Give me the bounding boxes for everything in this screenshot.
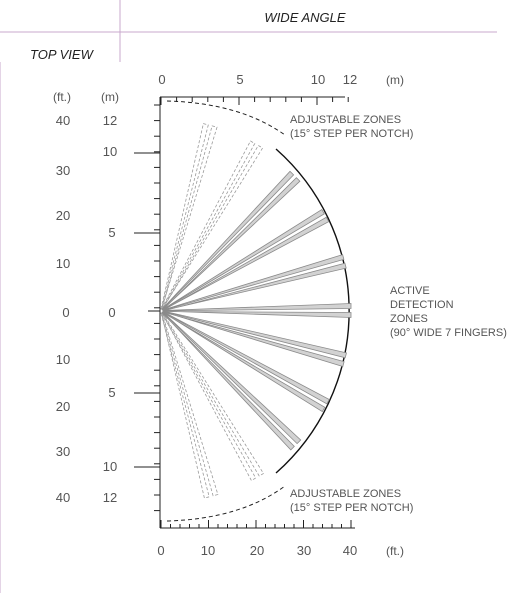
bottom-tick-0: 0 <box>157 543 164 558</box>
view-label: TOP VIEW <box>30 47 95 62</box>
left-axis: (ft.) (m) 40 30 20 10 0 10 20 30 40 12 1… <box>53 90 161 528</box>
ft-tick-20-top: 20 <box>56 208 70 223</box>
diagram-title: WIDE ANGLE <box>264 10 345 25</box>
adjustable-boundary-top <box>166 100 286 136</box>
ft-tick-40-top: 40 <box>56 113 70 128</box>
adjustable-boundary-bottom <box>166 485 286 522</box>
annotation-adjustable-bottom-line2: (15° STEP PER NOTCH) <box>290 502 413 514</box>
adjustable-finger-3-strip-1 <box>160 312 210 499</box>
active-zone-fingers <box>161 170 352 451</box>
active-finger-6-strip-0 <box>161 311 302 445</box>
annotation-adjustable-top: ADJUSTABLE ZONES (15° STEP PER NOTCH) <box>290 114 413 140</box>
active-finger-4-strip-0 <box>162 310 347 359</box>
annotation-active-line1: ACTIVE <box>390 285 430 297</box>
ft-tick-10-top: 10 <box>56 256 70 271</box>
m-tick-12-top: 12 <box>103 113 117 128</box>
bottom-tick-20: 20 <box>250 543 264 558</box>
m-tick-10-bottom: 10 <box>103 459 117 474</box>
top-tick-12: 12 <box>343 72 357 87</box>
ft-tick-10-bottom: 10 <box>56 352 70 367</box>
top-axis-unit: (m) <box>386 73 404 87</box>
annotation-adjustable-top-line2: (15° STEP PER NOTCH) <box>290 128 413 140</box>
bottom-axis: 0 10 20 30 40 (ft.) <box>157 520 404 558</box>
m-tick-0: 0 <box>108 305 115 320</box>
left-m-unit: (m) <box>101 90 119 104</box>
ft-tick-30-top: 30 <box>56 163 70 178</box>
bottom-tick-40: 40 <box>343 543 357 558</box>
top-tick-10: 10 <box>311 72 325 87</box>
annotation-active-line3: ZONES <box>390 313 428 325</box>
top-tick-5: 5 <box>236 72 243 87</box>
annotation-adjustable-bottom-line1: ADJUSTABLE ZONES <box>290 488 401 500</box>
top-axis: 0 5 10 12 (m) <box>158 72 404 105</box>
top-tick-0: 0 <box>158 72 165 87</box>
annotation-active-line4: (90° WIDE 7 FINGERS) <box>390 327 507 339</box>
m-tick-5-bottom: 5 <box>108 385 115 400</box>
annotation-adjustable-top-line1: ADJUSTABLE ZONES <box>290 114 401 126</box>
annotation-active-zones: ACTIVE DETECTION ZONES (90° WIDE 7 FINGE… <box>390 285 507 339</box>
annotation-adjustable-bottom: ADJUSTABLE ZONES (15° STEP PER NOTCH) <box>290 488 413 514</box>
left-ft-unit: (ft.) <box>53 90 71 104</box>
ft-tick-40-bottom: 40 <box>56 490 70 505</box>
ft-tick-20-bottom: 20 <box>56 399 70 414</box>
active-finger-6-strip-1 <box>161 311 295 451</box>
ft-tick-0: 0 <box>62 305 69 320</box>
bottom-tick-10: 10 <box>201 543 215 558</box>
adjustable-finger-0-strip-0 <box>160 123 209 310</box>
annotation-active-line2: DETECTION <box>390 299 454 311</box>
m-tick-12-bottom: 12 <box>103 490 117 505</box>
ft-tick-30-bottom: 30 <box>56 444 70 459</box>
frame-lines <box>0 0 497 593</box>
active-finger-3-strip-0 <box>162 303 352 312</box>
bottom-tick-30: 30 <box>297 543 311 558</box>
active-finger-2-strip-1 <box>162 262 347 312</box>
active-zone-boundary <box>275 148 350 474</box>
active-finger-3-strip-1 <box>162 310 352 318</box>
m-tick-10-top: 10 <box>103 144 117 159</box>
m-tick-5-top: 5 <box>108 225 115 240</box>
bottom-axis-unit: (ft.) <box>386 544 404 558</box>
